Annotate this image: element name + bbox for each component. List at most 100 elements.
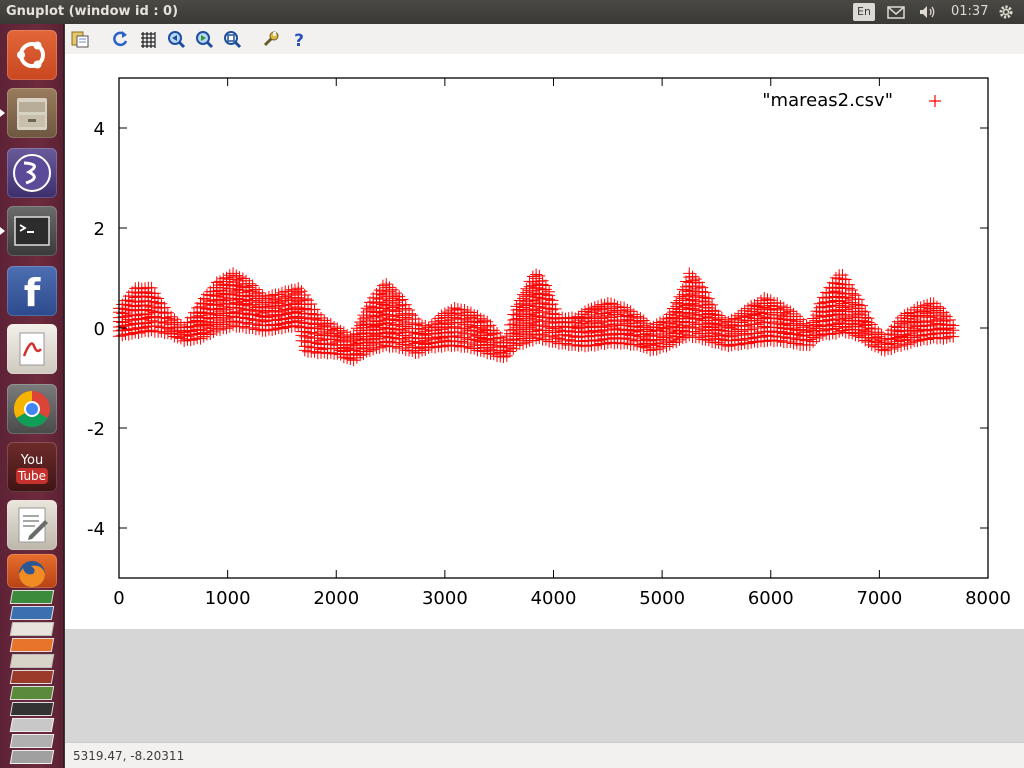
data-point [771,297,784,310]
window-title: Gnuplot (window id : 0) [6,4,179,19]
data-point [618,301,631,314]
grid-icon[interactable] [138,29,158,49]
data-point [227,267,240,280]
data-point [510,300,523,313]
data-point [706,298,719,311]
pdf-viewer-button[interactable] [7,324,57,374]
data-point [572,310,585,323]
data-point [419,319,432,332]
data-point [855,299,868,312]
data-point [543,285,556,298]
svg-text:?: ? [294,31,304,49]
data-point [249,283,262,296]
data-point [477,314,490,327]
data-point [719,315,732,328]
data-point [425,318,438,331]
help-icon[interactable]: ? [289,29,309,51]
data-point [298,289,311,302]
data-point [829,271,842,284]
window-empty-area [65,629,1024,742]
keyboard-language-indicator[interactable]: En [853,3,875,21]
data-point [761,293,774,306]
data-point [797,317,810,330]
data-point [715,311,728,324]
data-point [520,282,533,295]
y-tick-label: 4 [94,119,105,140]
data-point [526,270,539,283]
data-point [872,326,885,339]
data-point [464,306,477,319]
data-point [637,314,650,327]
data-point [135,282,148,295]
data-point [174,318,187,331]
data-point [670,296,683,309]
data-point [673,290,686,303]
chrome-button[interactable] [7,384,57,434]
data-point [321,317,334,330]
copy-to-clipboard-icon[interactable] [70,29,90,49]
data-point [315,312,328,325]
firefox-icon [19,561,45,587]
gear-icon[interactable] [996,3,1016,19]
data-point [699,286,712,299]
data-point [627,308,640,321]
data-point [360,302,373,315]
y-tick-label: -2 [87,419,105,440]
data-point [784,305,797,318]
ubuntu-logo-icon [17,41,45,69]
data-point [686,270,699,283]
data-point [513,294,526,307]
data-point [308,303,321,316]
data-point [842,278,855,291]
data-point [732,309,745,322]
data-point [930,300,943,313]
autoscale-icon[interactable] [222,29,242,49]
files-button[interactable] [7,88,57,138]
replot-icon[interactable] [110,29,130,49]
preferences-icon[interactable] [261,29,281,49]
data-point [240,274,253,287]
data-point [869,322,882,335]
data-point [220,271,233,284]
facebook-button[interactable]: f [7,266,57,316]
plot-canvas[interactable]: 0 1000 2000 3000 4000 5000 6000 7000 8000 4 2 0 -2 -… [65,54,1024,629]
youtube-button[interactable]: You Tube [7,442,57,492]
data-point [650,318,663,331]
clock[interactable]: 01:37 [951,4,989,19]
text-editor-button[interactable] [7,500,57,550]
x-tick-label: 6000 [748,588,794,609]
data-point [666,302,679,315]
tide-chart: 0 1000 2000 3000 4000 5000 6000 7000 8000 4 2 0 -2 -… [87,77,1011,609]
dash-home-button[interactable] [7,30,57,80]
emacs-button[interactable] [7,148,57,198]
zoom-previous-icon[interactable] [166,29,186,49]
data-point [236,272,249,285]
data-point [448,302,461,315]
data-point [484,319,497,332]
firefox-button[interactable] [7,554,57,588]
data-point [305,298,318,311]
data-point [396,293,409,306]
data-point [318,314,331,327]
data-point [647,320,660,333]
data-point [354,316,367,329]
volume-icon[interactable] [918,4,938,20]
svg-text:Tube: Tube [17,469,46,483]
status-bar: 5319.47, -8.20311 [65,742,1024,768]
data-point [328,321,341,334]
data-point [846,284,859,297]
data-point [458,304,471,317]
x-tick-label: 3000 [422,588,468,609]
svg-text:f: f [24,271,41,315]
top-panel: Gnuplot (window id : 0) En 01:37 [0,0,1024,24]
launcher-overflow-stack[interactable] [9,590,55,766]
mail-icon[interactable] [886,4,906,20]
y-tick-label: 2 [94,219,105,240]
zoom-next-icon[interactable] [194,29,214,49]
data-point [165,310,178,323]
x-tick-label: 7000 [856,588,902,609]
terminal-button[interactable] [7,206,57,256]
data-point [781,303,794,316]
data-point [787,307,800,320]
